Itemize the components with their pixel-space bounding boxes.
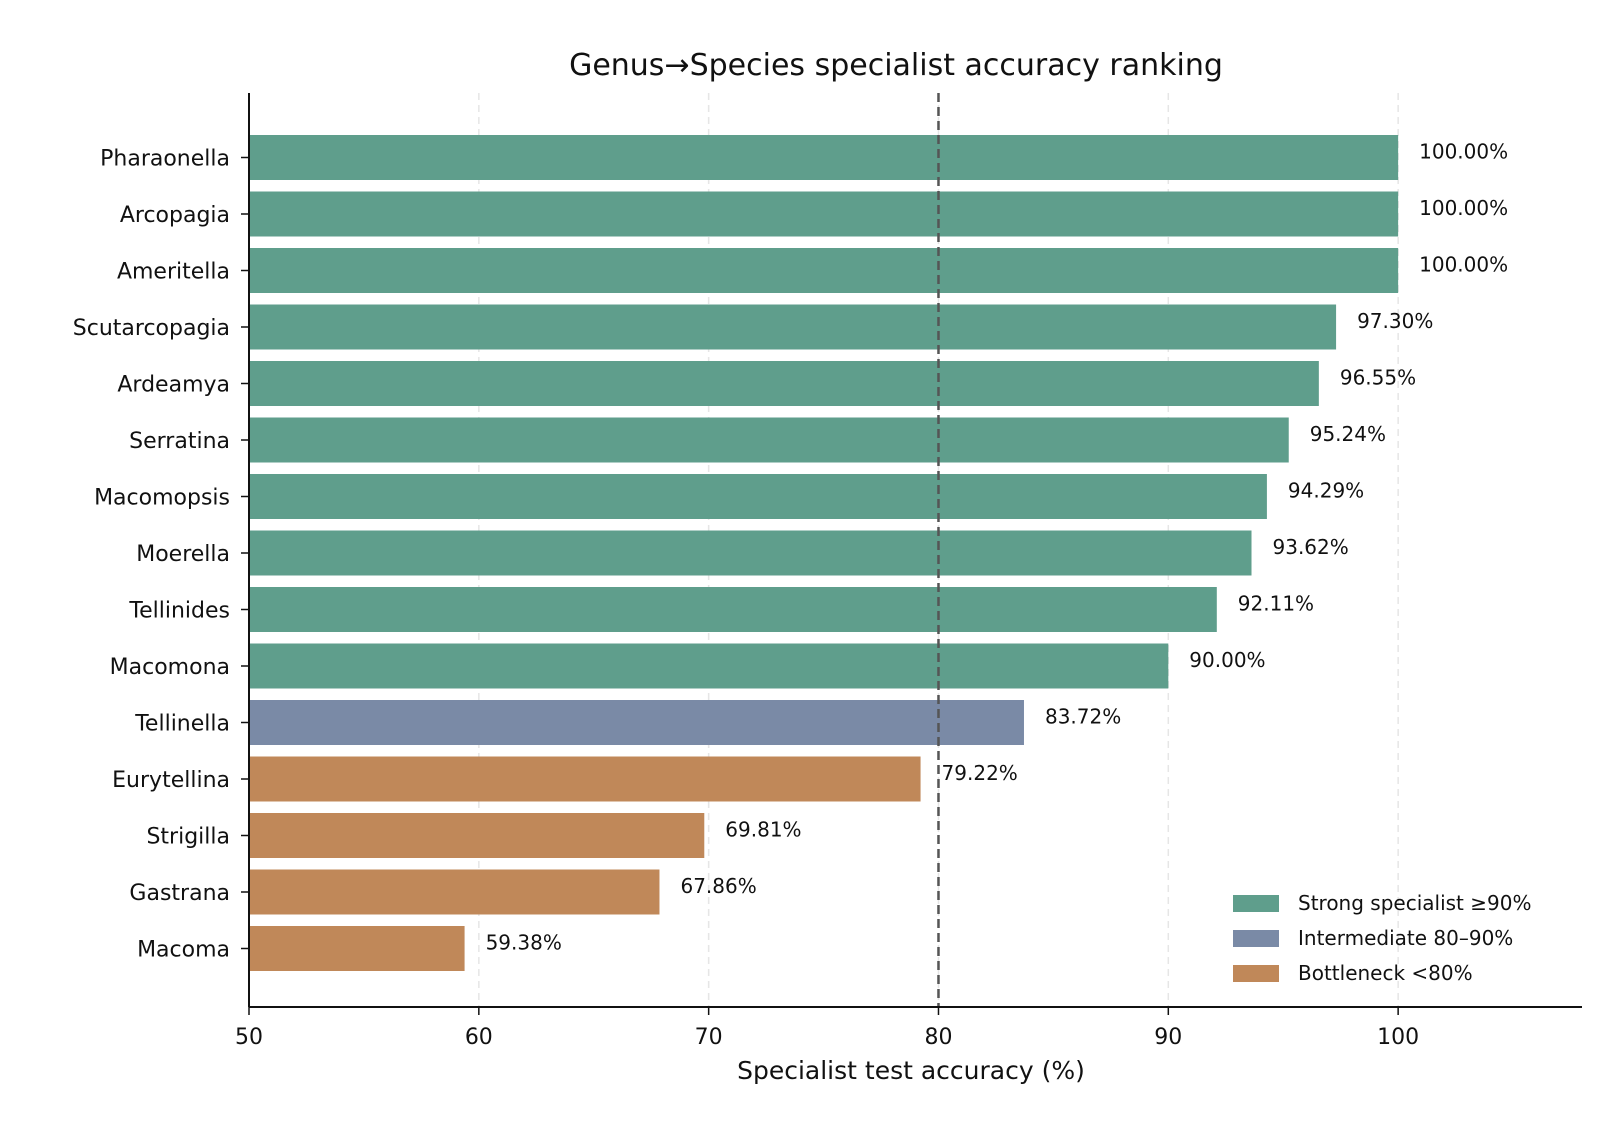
y-tick-label: Ameritella xyxy=(117,260,230,285)
x-tick-label: 80 xyxy=(924,1025,952,1050)
bar xyxy=(249,700,1024,745)
bar xyxy=(249,474,1267,519)
y-tick-label: Arcopagia xyxy=(120,203,230,228)
legend-swatch xyxy=(1233,965,1279,982)
data-label: 97.30% xyxy=(1357,309,1433,333)
data-label: 95.24% xyxy=(1310,422,1386,446)
bar xyxy=(249,304,1337,350)
data-label: 100.00% xyxy=(1419,196,1508,220)
data-label: 69.81% xyxy=(725,818,801,842)
y-tick-label: Gastrana xyxy=(129,881,230,906)
y-tick-label: Macoma xyxy=(137,938,230,963)
x-tick-label: 50 xyxy=(235,1025,263,1050)
y-tick-label: Tellinides xyxy=(128,599,230,624)
chart-title: Genus→Species specialist accuracy rankin… xyxy=(569,48,1223,83)
y-tick-label: Tellinella xyxy=(134,712,230,737)
legend-swatch xyxy=(1233,895,1279,912)
bar xyxy=(249,643,1169,689)
y-tick-label: Ardeamya xyxy=(117,373,230,398)
data-label: 100.00% xyxy=(1419,253,1508,277)
bar xyxy=(249,587,1217,632)
data-label: 83.72% xyxy=(1045,705,1121,729)
bar xyxy=(249,361,1319,406)
legend-swatch xyxy=(1233,930,1279,947)
bar xyxy=(249,417,1289,463)
y-tick-label: Macomona xyxy=(110,655,230,680)
value-labels: 100.00% 100.00% 100.00% 97.30% 96.55% 95.24% 9… xyxy=(486,140,1509,955)
data-label: 100.00% xyxy=(1419,140,1508,164)
y-tick-label: Strigilla xyxy=(146,825,230,850)
data-label: 79.22% xyxy=(942,761,1018,785)
bar xyxy=(249,248,1399,293)
x-tick-label: 90 xyxy=(1154,1025,1182,1050)
x-axis-label: Specialist test accuracy (%) xyxy=(737,1056,1085,1085)
bar xyxy=(249,191,1399,237)
data-label: 90.00% xyxy=(1189,648,1265,672)
bar-series xyxy=(249,135,1399,971)
x-tick-label: 60 xyxy=(465,1025,493,1050)
bar xyxy=(249,869,660,915)
data-label: 96.55% xyxy=(1340,366,1416,390)
legend-label: Strong specialist ≥90% xyxy=(1298,891,1531,915)
data-label: 93.62% xyxy=(1273,535,1349,559)
y-axis-labels: Pharaonella Arcopagia Ameritella Scutarcopa… xyxy=(73,147,230,963)
legend-label: Bottleneck <80% xyxy=(1298,961,1473,985)
data-label: 94.29% xyxy=(1288,479,1364,503)
data-label: 59.38% xyxy=(486,931,562,955)
x-tick-label: 100 xyxy=(1377,1025,1419,1050)
y-tick-label: Macomopsis xyxy=(94,486,230,511)
x-axis-ticks: 50 60 70 80 90 100 xyxy=(235,1007,1419,1050)
y-tick-label: Pharaonella xyxy=(100,147,230,172)
legend-label: Intermediate 80–90% xyxy=(1298,926,1513,950)
y-tick-label: Eurytellina xyxy=(112,768,230,793)
axes xyxy=(241,93,1582,1008)
y-tick-label: Serratina xyxy=(129,429,230,454)
data-label: 92.11% xyxy=(1238,592,1314,616)
y-tick-label: Scutarcopagia xyxy=(73,316,230,341)
bar xyxy=(249,813,705,858)
legend: Strong specialist ≥90% Intermediate 80–90… xyxy=(1233,891,1531,985)
x-tick-label: 70 xyxy=(695,1025,723,1050)
data-label: 67.86% xyxy=(680,874,756,898)
bar xyxy=(249,756,921,802)
y-tick-label: Moerella xyxy=(136,542,230,567)
bar xyxy=(249,530,1252,576)
bar xyxy=(249,926,465,971)
bar xyxy=(249,135,1399,180)
